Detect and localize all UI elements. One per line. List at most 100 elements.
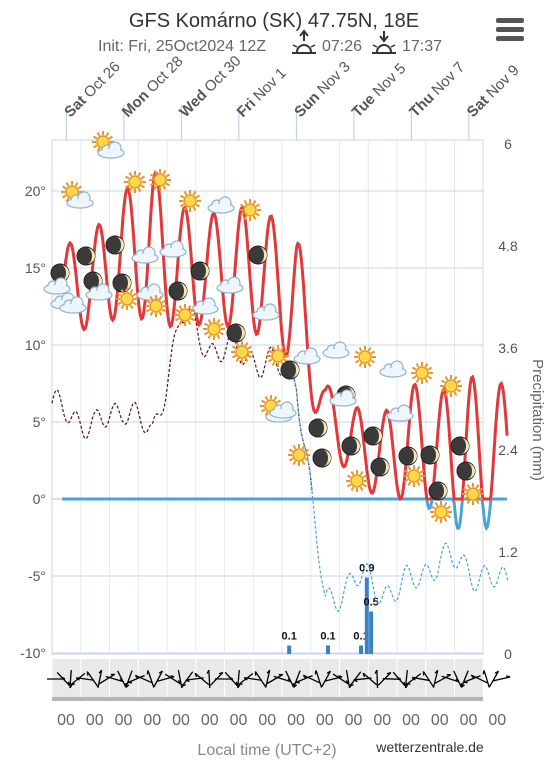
precipitation-tick-label: 2.4 xyxy=(498,442,518,458)
hour-label: 00 xyxy=(86,712,104,729)
wind-arrow-head xyxy=(434,669,439,674)
menu-icon[interactable] xyxy=(496,18,524,42)
hour-label: 00 xyxy=(287,712,305,729)
precipitation-bar xyxy=(359,645,364,654)
sun-icon xyxy=(346,470,368,492)
wind-arrow xyxy=(266,673,284,685)
wind-arrow xyxy=(208,669,211,689)
moon-icon xyxy=(420,445,440,465)
wind-strip xyxy=(47,659,513,701)
wind-arrow xyxy=(488,670,500,688)
wind-arrow xyxy=(285,670,295,688)
wind-arrow xyxy=(483,670,490,688)
sun-icon xyxy=(430,501,452,523)
sun-icon xyxy=(403,465,425,487)
moon-icon xyxy=(370,457,390,477)
wind-arrow xyxy=(463,675,481,683)
hour-label: 00 xyxy=(488,712,506,729)
wind-arrow xyxy=(471,674,488,684)
date-label: MonOct 28 xyxy=(119,53,187,121)
date-day: Tue xyxy=(349,91,379,121)
cloud-icon xyxy=(207,196,235,214)
grid xyxy=(51,105,484,655)
wind-arrow-head xyxy=(353,679,358,683)
wind-arrow xyxy=(177,670,183,688)
hour-label: 00 xyxy=(57,712,75,729)
wind-arrow xyxy=(345,670,351,688)
precipitation-tick-label: 6 xyxy=(504,136,512,152)
date-label: SunNov 3 xyxy=(291,58,354,121)
cloud-icon xyxy=(293,347,321,365)
sun-icon xyxy=(411,362,433,384)
moon-icon xyxy=(428,481,448,501)
moon-icon xyxy=(105,235,125,255)
sun-icon xyxy=(116,288,138,310)
precipitation-label: 0.1 xyxy=(320,631,335,643)
hour-labels: 00 00 00 00 00 00 00 00 00 00 00 00 00 00 00 00 xyxy=(57,712,506,729)
moon-icon xyxy=(341,436,361,456)
wind-arrow xyxy=(105,675,124,683)
precipitation-axis: 6 4.8 3.6 2.4 1.2 0 xyxy=(498,136,518,662)
wind-arrow xyxy=(432,670,439,688)
wind-arrow-head xyxy=(406,683,411,686)
temperature-tick-label: -10° xyxy=(20,645,46,661)
wind-arrow xyxy=(376,669,379,689)
wind-arrow-head xyxy=(403,681,406,686)
hour-label: 00 xyxy=(115,712,133,729)
sun-icon xyxy=(231,341,253,363)
date-label: TueNov 5 xyxy=(349,60,410,121)
wind-arrow xyxy=(76,677,95,681)
wind-arrow-head xyxy=(70,683,75,686)
sunrise-time: 07:26 xyxy=(322,38,362,55)
cloud-icon xyxy=(252,303,280,321)
wind-arrow xyxy=(117,670,127,688)
wind-arrow-head xyxy=(326,670,331,674)
date-label: SatNov 9 xyxy=(464,62,523,121)
hour-label: 00 xyxy=(431,712,449,729)
moon-icon xyxy=(312,448,332,468)
date-day: Sat xyxy=(464,92,493,121)
dewpoint-line-below-zero xyxy=(285,362,509,613)
sun-icon xyxy=(145,295,167,317)
hour-label: 00 xyxy=(402,712,420,729)
wind-arrow-head xyxy=(206,669,210,674)
wind-arrow-head xyxy=(266,669,271,674)
wind-arrow xyxy=(434,674,452,684)
moon-icon xyxy=(280,360,300,380)
moon-icon xyxy=(450,436,470,456)
precipitation-label: 0.1 xyxy=(282,631,297,643)
wind-arrow-head xyxy=(482,670,485,675)
wind-arrow-head xyxy=(362,672,366,678)
cloud-icon xyxy=(329,389,357,407)
date-date: Oct 28 xyxy=(143,53,186,96)
wind-arrow-head xyxy=(218,671,224,675)
temperature-tick-label: 5° xyxy=(33,414,46,430)
wind-arrow-head xyxy=(134,674,139,679)
wind-arrow-head xyxy=(461,684,465,688)
moon-icon xyxy=(398,446,418,466)
hour-label: 00 xyxy=(460,712,478,729)
cloud-icon xyxy=(191,297,219,315)
moon-icon xyxy=(50,263,70,283)
wind-arrow xyxy=(273,675,292,683)
moon-icon xyxy=(226,323,246,343)
wind-arrow xyxy=(441,675,459,683)
hour-label: 00 xyxy=(345,712,363,729)
wind-arrow-head xyxy=(194,672,198,678)
wind-arrow xyxy=(224,671,238,687)
date-label: ThuNov 7 xyxy=(406,59,468,121)
wind-arrow xyxy=(99,673,116,685)
sun-icon xyxy=(354,346,376,368)
cloud-icon xyxy=(136,283,164,301)
wind-arrow xyxy=(412,676,430,682)
wind-arrow-head xyxy=(98,669,103,674)
wind-arrow xyxy=(153,670,163,688)
hour-label: 00 xyxy=(373,712,391,729)
moon-icon xyxy=(168,281,188,301)
sun-icon xyxy=(462,483,484,505)
precipitation-tick-label: 0 xyxy=(504,646,512,662)
wind-arrow xyxy=(86,671,99,687)
wind-arrow xyxy=(254,671,266,687)
